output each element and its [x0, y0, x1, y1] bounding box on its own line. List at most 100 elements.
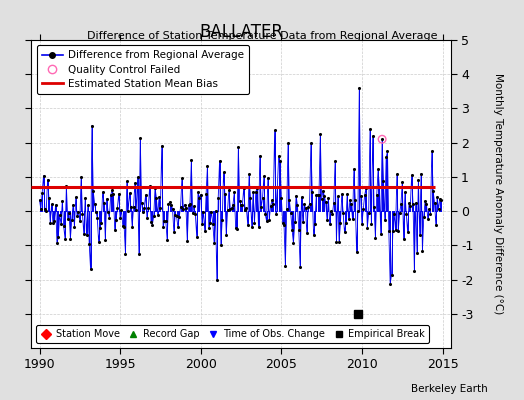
Point: [327, 208, 335, 214]
Point: [344, 216, 353, 222]
Point: [118, 222, 127, 229]
Point: [198, 221, 206, 227]
Point: [335, 239, 343, 246]
Point: [66, 236, 74, 242]
Point: [261, 211, 269, 217]
Point: [296, 264, 304, 271]
Point: [269, 201, 278, 207]
Point: [379, 178, 388, 184]
Point: [97, 219, 105, 226]
Point: [354, 208, 362, 214]
Point: [370, 204, 378, 210]
Point: [61, 235, 69, 242]
Point: [183, 238, 191, 244]
Point: [347, 201, 355, 207]
Point: [403, 229, 412, 236]
Point: [218, 216, 226, 223]
Point: [278, 220, 287, 226]
Point: [336, 220, 345, 226]
Point: [305, 201, 314, 207]
Point: [367, 221, 376, 228]
Point: [277, 194, 286, 201]
Point: [158, 143, 166, 149]
Point: [54, 234, 62, 241]
Point: [108, 187, 116, 193]
Point: [214, 195, 222, 201]
Point: [96, 225, 104, 231]
Point: [141, 192, 150, 198]
Point: [115, 190, 123, 197]
Point: [307, 140, 315, 146]
Point: [308, 189, 316, 195]
Point: [380, 217, 389, 223]
Point: [113, 204, 122, 211]
Point: [68, 216, 76, 223]
Point: [136, 134, 145, 141]
Point: [100, 200, 108, 206]
Point: [405, 200, 413, 206]
Point: [101, 237, 110, 243]
Point: [365, 210, 373, 216]
Point: [152, 195, 160, 201]
Point: [204, 225, 213, 231]
Point: [272, 210, 280, 217]
Point: [300, 201, 309, 207]
Point: [311, 221, 319, 228]
Point: [72, 194, 80, 200]
Point: [53, 240, 61, 246]
Point: [127, 204, 135, 210]
Point: [433, 194, 441, 200]
Point: [254, 224, 263, 231]
Point: [406, 202, 414, 209]
Point: [221, 191, 229, 197]
Point: [356, 193, 365, 199]
Point: [263, 218, 271, 224]
Point: [282, 206, 291, 212]
Point: [373, 192, 381, 198]
Point: [366, 126, 374, 132]
Point: [246, 195, 255, 201]
Point: [427, 210, 435, 217]
Point: [112, 217, 121, 224]
Point: [398, 179, 407, 186]
Point: [330, 200, 338, 206]
Point: [233, 226, 241, 232]
Point: [38, 190, 47, 196]
Point: [128, 224, 136, 230]
Point: [434, 206, 443, 212]
Point: [294, 227, 303, 234]
Point: [161, 218, 170, 224]
Point: [85, 240, 93, 247]
Point: [428, 148, 436, 154]
Point: [368, 133, 377, 139]
Point: [389, 228, 397, 234]
Point: [203, 162, 212, 169]
Point: [411, 200, 420, 206]
Point: [414, 176, 422, 183]
Point: [62, 183, 71, 190]
Point: [319, 187, 327, 194]
Point: [91, 200, 99, 207]
Point: [264, 175, 272, 181]
Point: [229, 201, 237, 208]
Point: [342, 220, 350, 226]
Point: [260, 173, 268, 180]
Point: [361, 192, 369, 199]
Point: [177, 204, 185, 210]
Point: [422, 201, 431, 207]
Point: [189, 210, 197, 216]
Point: [235, 198, 244, 204]
Point: [178, 175, 186, 182]
Point: [144, 205, 152, 211]
Point: [217, 241, 225, 248]
Point: [74, 209, 83, 216]
Point: [103, 196, 111, 202]
Point: [355, 85, 364, 91]
Point: [139, 209, 147, 216]
Point: [334, 193, 342, 200]
Point: [175, 214, 183, 220]
Point: [423, 215, 432, 222]
Point: [268, 197, 276, 204]
Point: [170, 228, 178, 235]
Point: [249, 189, 257, 195]
